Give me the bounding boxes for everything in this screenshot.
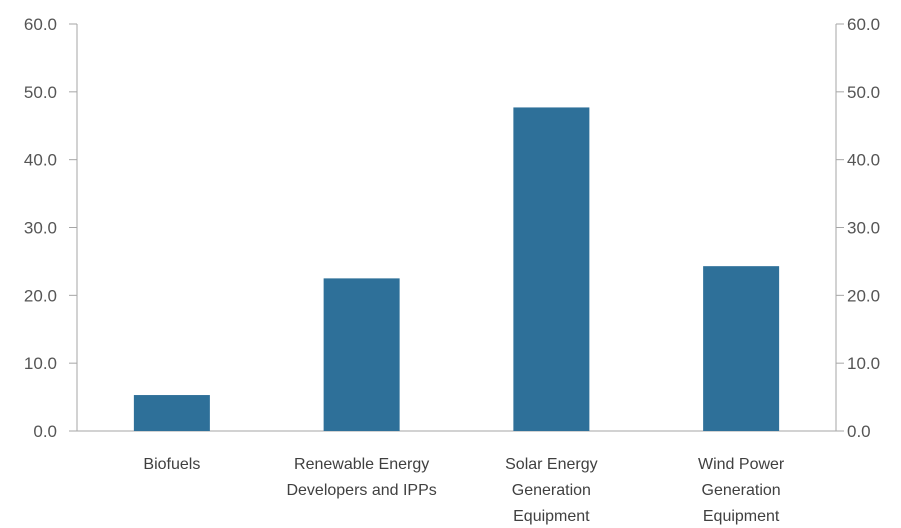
right-y-tick-label: 10.0 <box>847 354 880 373</box>
bar <box>323 278 400 431</box>
left-y-tick-label: 50.0 <box>24 83 57 102</box>
right-y-tick-label: 60.0 <box>847 15 880 34</box>
bars <box>133 107 780 431</box>
right-y-tick-label: 30.0 <box>847 219 880 238</box>
right-y-tick-label: 20.0 <box>847 286 880 305</box>
left-y-tick-label: 20.0 <box>24 286 57 305</box>
labels: 0.0 10.0 20.0 30.0 40.0 50.0 60.0 0.0 10.0 20.0 30… <box>24 15 880 525</box>
left-y-tick-label: 60.0 <box>24 15 57 34</box>
x-tick-label: Wind Power Generation Equipment <box>698 456 785 525</box>
left-y-tick-label: 0.0 <box>33 422 57 441</box>
left-y-tick-label: 30.0 <box>24 219 57 238</box>
x-tick-label: Solar Energy Generation Equipment <box>505 456 598 525</box>
bar <box>133 395 210 431</box>
bar <box>513 107 590 431</box>
right-y-tick-label: 0.0 <box>847 422 871 441</box>
right-y-tick-label: 50.0 <box>847 83 880 102</box>
left-y-tick-label: 40.0 <box>24 151 57 170</box>
bar <box>703 266 780 431</box>
left-y-tick-label: 10.0 <box>24 354 57 373</box>
x-tick-label: Biofuels <box>143 456 200 473</box>
right-y-tick-label: 40.0 <box>847 151 880 170</box>
x-tick-label: Renewable Energy Developers and IPPs <box>286 456 436 499</box>
